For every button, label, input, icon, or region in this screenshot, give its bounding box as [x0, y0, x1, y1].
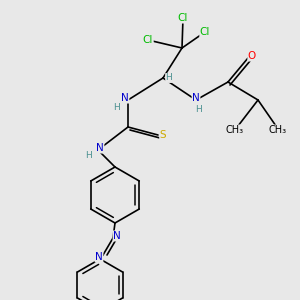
Text: Cl: Cl: [200, 27, 210, 37]
Text: N: N: [95, 252, 103, 262]
Text: O: O: [248, 51, 256, 61]
Text: H: H: [166, 74, 172, 82]
Text: H: H: [85, 152, 92, 160]
Text: N: N: [113, 231, 121, 241]
Text: Cl: Cl: [178, 13, 188, 23]
Text: N: N: [192, 93, 200, 103]
Text: CH₃: CH₃: [226, 125, 244, 135]
Text: H: H: [196, 104, 202, 113]
Text: N: N: [121, 93, 129, 103]
Text: CH₃: CH₃: [269, 125, 287, 135]
Text: S: S: [160, 130, 166, 140]
Text: N: N: [96, 143, 104, 153]
Text: Cl: Cl: [143, 35, 153, 45]
Text: H: H: [112, 103, 119, 112]
